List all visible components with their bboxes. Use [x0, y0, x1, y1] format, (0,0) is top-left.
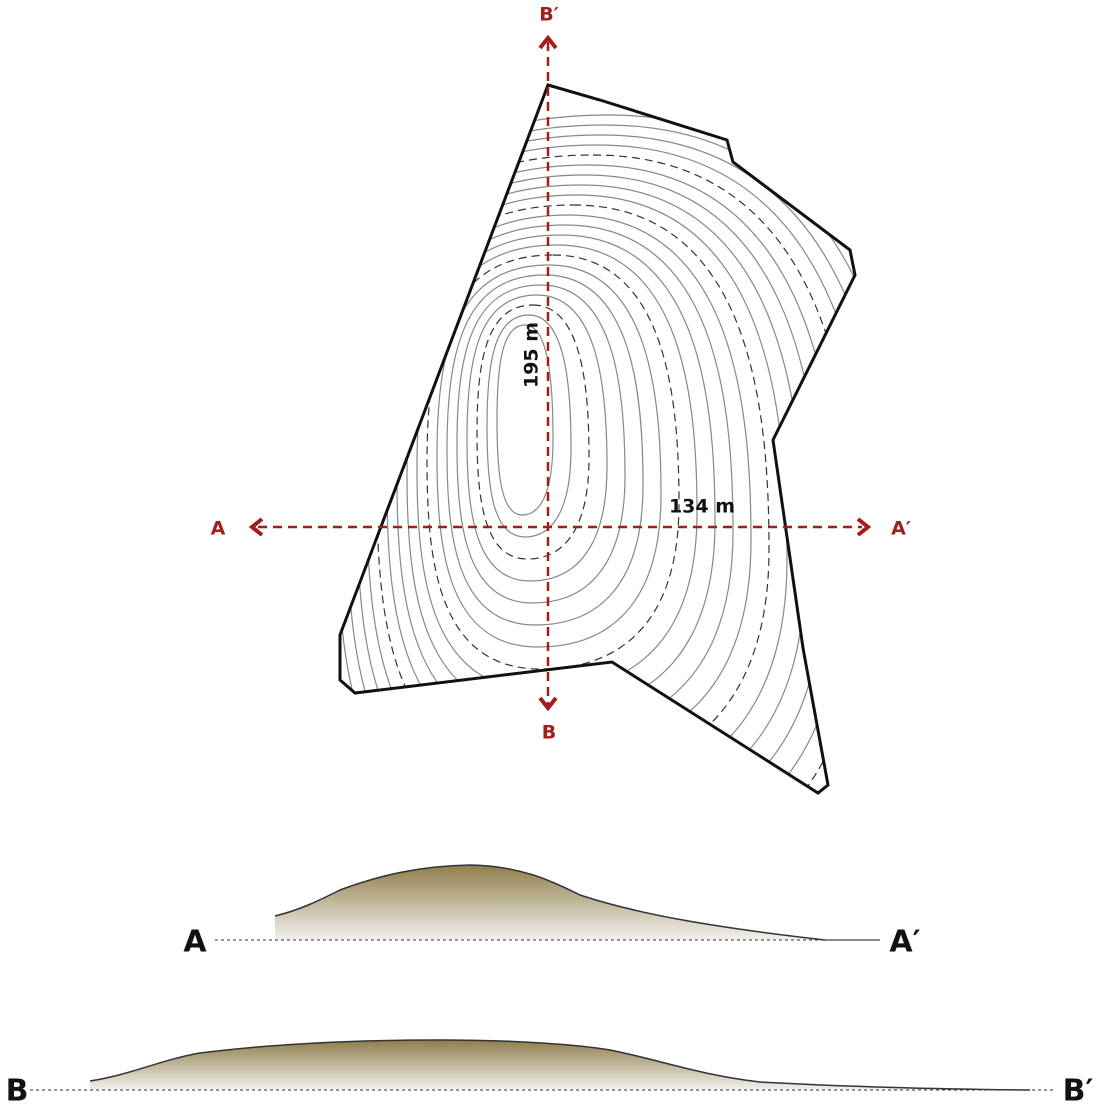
contour: [496, 324, 554, 516]
label: B′: [539, 4, 559, 26]
contour: [340, 114, 855, 793]
contour: [416, 244, 698, 692]
profile-b: [90, 1040, 1030, 1090]
contour: [406, 234, 716, 714]
label: A′: [891, 518, 911, 540]
profile-label: A: [183, 925, 207, 960]
contour: [340, 164, 842, 793]
label: B: [542, 722, 556, 744]
arrow: [856, 517, 872, 537]
contour: [446, 274, 644, 626]
arrow: [248, 517, 264, 537]
site-boundary: [338, 83, 857, 795]
contour: [476, 304, 590, 560]
contour: [376, 204, 770, 780]
profile-a-line: [274, 864, 826, 941]
contour: [466, 294, 608, 582]
profile-label: B: [6, 1074, 29, 1109]
section-lines: [248, 34, 872, 712]
contour: [436, 264, 662, 648]
length-label: 134 m: [669, 496, 735, 518]
label: A: [211, 518, 226, 540]
contour: [426, 254, 680, 670]
contour-lines: [340, 114, 855, 793]
arrow: [538, 696, 558, 712]
contour: [340, 154, 855, 793]
arrow: [538, 34, 558, 50]
profile-b-line: [89, 1039, 1031, 1091]
profile-label: B′: [1063, 1074, 1094, 1109]
contour: [456, 284, 626, 604]
contour: [486, 314, 572, 538]
profile-a: [275, 865, 825, 940]
profile-label: A′: [889, 925, 920, 960]
length-label: 195 m: [521, 322, 543, 388]
